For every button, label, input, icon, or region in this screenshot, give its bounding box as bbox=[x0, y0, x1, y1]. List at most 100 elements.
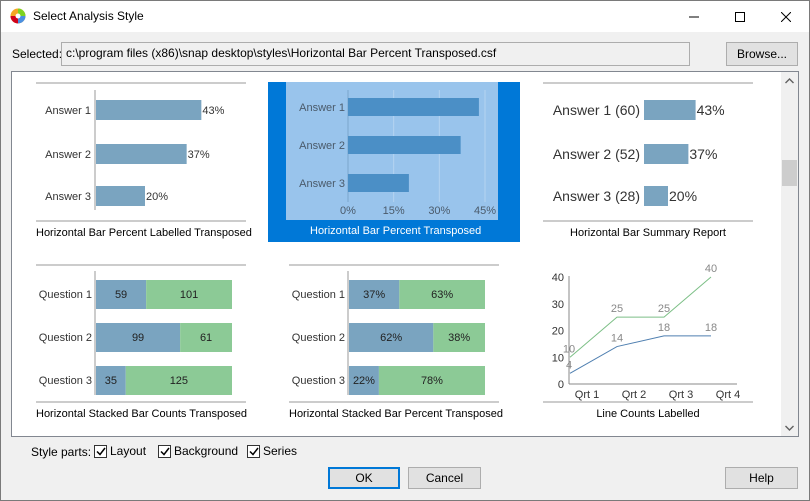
data-label: 101 bbox=[180, 289, 198, 301]
x-tick-label: Qrt 4 bbox=[716, 389, 740, 401]
category-label: Question 1 bbox=[292, 289, 345, 301]
maximize-button[interactable] bbox=[717, 1, 763, 32]
checkmark-icon bbox=[95, 447, 106, 456]
y-tick-label: 20 bbox=[552, 326, 564, 338]
bar bbox=[96, 100, 202, 120]
style-tile-line-counts[interactable]: 0 10 20 30 40 Qrt 1 Qrt 2 Qrt 3 Qrt 4 10 25 25 40 4 14… bbox=[528, 257, 790, 436]
category-label: Answer 3 bbox=[299, 178, 345, 190]
data-label: 59 bbox=[115, 289, 127, 301]
cancel-button[interactable]: Cancel bbox=[408, 467, 481, 489]
style-tile-bar-summary-report[interactable]: Answer 1 (60) 43% Answer 2 (52) 37% Answer 3… bbox=[528, 72, 790, 252]
bar bbox=[644, 144, 689, 164]
data-label: 20% bbox=[669, 188, 697, 204]
bar-segment bbox=[349, 280, 400, 309]
y-tick-label: 0 bbox=[558, 379, 564, 391]
title-bar: Select Analysis Style bbox=[1, 1, 809, 32]
bar bbox=[348, 98, 479, 116]
data-label: 25 bbox=[611, 303, 623, 315]
category-label: Answer 2 (52) bbox=[553, 146, 640, 162]
data-label: 25 bbox=[658, 303, 670, 315]
chart-preview: Question 1 59 101 Question 2 99 61 Question 3 3… bbox=[36, 264, 246, 403]
scroll-up-arrow[interactable] bbox=[781, 72, 798, 89]
category-label: Question 3 bbox=[39, 375, 92, 387]
chart-bars: Answer 1 43% Answer 2 37% Answer 3 20% bbox=[45, 100, 225, 206]
series-checkbox[interactable]: Series bbox=[247, 444, 297, 458]
vertical-scrollbar[interactable] bbox=[781, 72, 798, 436]
close-icon bbox=[781, 11, 791, 22]
style-tile-bar-percent-selected[interactable]: 0% 15% 30% 45% Answer 1 Answer 2 Answer 3 Hor… bbox=[268, 82, 520, 242]
checkbox-box bbox=[94, 444, 107, 458]
bar-segment bbox=[96, 323, 181, 352]
y-tick-label: 10 bbox=[552, 352, 564, 364]
style-gallery: Answer 1 43% Answer 2 37% Answer 3 20% Horizo… bbox=[11, 71, 799, 437]
data-label: 18 bbox=[705, 322, 717, 334]
minimize-button[interactable] bbox=[671, 1, 717, 32]
bar-segment bbox=[378, 366, 485, 395]
scroll-thumb[interactable] bbox=[782, 160, 797, 186]
y-tick-label: 30 bbox=[552, 299, 564, 311]
data-label: 37% bbox=[363, 289, 385, 301]
help-button[interactable]: Help bbox=[725, 467, 798, 489]
checkmark-icon bbox=[159, 447, 170, 456]
style-tile-stacked-percent[interactable]: Question 1 37% 63% Question 2 62% 38% Question… bbox=[272, 257, 534, 436]
selected-path-field[interactable]: c:\program files (x86)\snap desktop\styl… bbox=[61, 42, 690, 66]
category-label: Answer 3 bbox=[45, 191, 91, 203]
tick-label: 0% bbox=[340, 205, 356, 217]
data-label: 43% bbox=[202, 105, 224, 117]
style-parts-label: Style parts: bbox=[31, 445, 92, 459]
tick-label: 30% bbox=[428, 205, 450, 217]
data-label: 4 bbox=[566, 359, 572, 371]
tick-label: 15% bbox=[383, 205, 405, 217]
close-button[interactable] bbox=[763, 1, 809, 32]
style-tile-stacked-counts[interactable]: Question 1 59 101 Question 2 99 61 Question 3 3… bbox=[12, 257, 274, 436]
category-label: Question 3 bbox=[292, 375, 345, 387]
bar-segment bbox=[96, 366, 126, 395]
chart-preview: Answer 1 (60) 43% Answer 2 (52) 37% Answer 3… bbox=[543, 82, 753, 222]
data-label: 37% bbox=[689, 146, 717, 162]
tile-caption: Horizontal Bar Percent Labelled Transpos… bbox=[36, 227, 252, 239]
category-label: Question 2 bbox=[39, 332, 92, 344]
layout-checkbox[interactable]: Layout bbox=[94, 444, 146, 458]
browse-button[interactable]: Browse... bbox=[726, 42, 798, 66]
bar bbox=[96, 144, 187, 164]
chart-preview: Answer 1 43% Answer 2 37% Answer 3 20% bbox=[36, 82, 246, 222]
bar-segment bbox=[125, 366, 232, 395]
checkmark-icon bbox=[248, 447, 259, 456]
layout-label: Layout bbox=[110, 444, 147, 458]
bar-segment bbox=[349, 366, 379, 395]
chevron-down-icon bbox=[785, 425, 794, 431]
minimize-icon bbox=[689, 16, 699, 17]
data-label: 38% bbox=[448, 332, 470, 344]
chart-bars: Answer 1 Answer 2 Answer 3 bbox=[299, 98, 479, 192]
category-label: Question 1 bbox=[39, 289, 92, 301]
data-label: 63% bbox=[431, 289, 453, 301]
data-label: 99 bbox=[132, 332, 144, 344]
tile-caption: Horizontal Bar Percent Transposed bbox=[308, 225, 484, 237]
chart-preview: Question 1 37% 63% Question 2 62% 38% Question… bbox=[289, 264, 499, 403]
chart-bars: Question 1 59 101 Question 2 99 61 Question 3 3… bbox=[39, 280, 232, 395]
window-title: Select Analysis Style bbox=[33, 9, 144, 23]
series-line bbox=[569, 335, 711, 374]
background-checkbox[interactable]: Background bbox=[158, 444, 238, 458]
data-label: 10 bbox=[563, 343, 575, 355]
tile-caption: Horizontal Bar Summary Report bbox=[570, 227, 726, 239]
bar-segment bbox=[349, 323, 434, 352]
data-label: 125 bbox=[170, 375, 188, 387]
style-tile-bar-percent-labelled[interactable]: Answer 1 43% Answer 2 37% Answer 3 20% Horizo… bbox=[12, 72, 274, 252]
bar bbox=[644, 100, 696, 120]
scroll-down-arrow[interactable] bbox=[781, 419, 798, 436]
chart-bars: Question 1 37% 63% Question 2 62% 38% Question… bbox=[292, 280, 485, 395]
category-label: Answer 1 (60) bbox=[553, 102, 640, 118]
bar-segment bbox=[399, 280, 485, 309]
y-tick-label: 40 bbox=[552, 272, 564, 284]
data-label: 37% bbox=[188, 149, 210, 161]
x-tick-label: Qrt 3 bbox=[669, 389, 693, 401]
category-label: Answer 3 (28) bbox=[553, 188, 640, 204]
x-tick-label: Qrt 1 bbox=[575, 389, 599, 401]
bar-segment bbox=[146, 280, 232, 309]
category-label: Answer 1 bbox=[299, 102, 345, 114]
checkbox-box bbox=[158, 444, 171, 458]
background-label: Background bbox=[174, 444, 239, 458]
ok-button[interactable]: OK bbox=[328, 467, 400, 489]
tile-caption: Horizontal Stacked Bar Counts Transposed bbox=[36, 408, 247, 420]
